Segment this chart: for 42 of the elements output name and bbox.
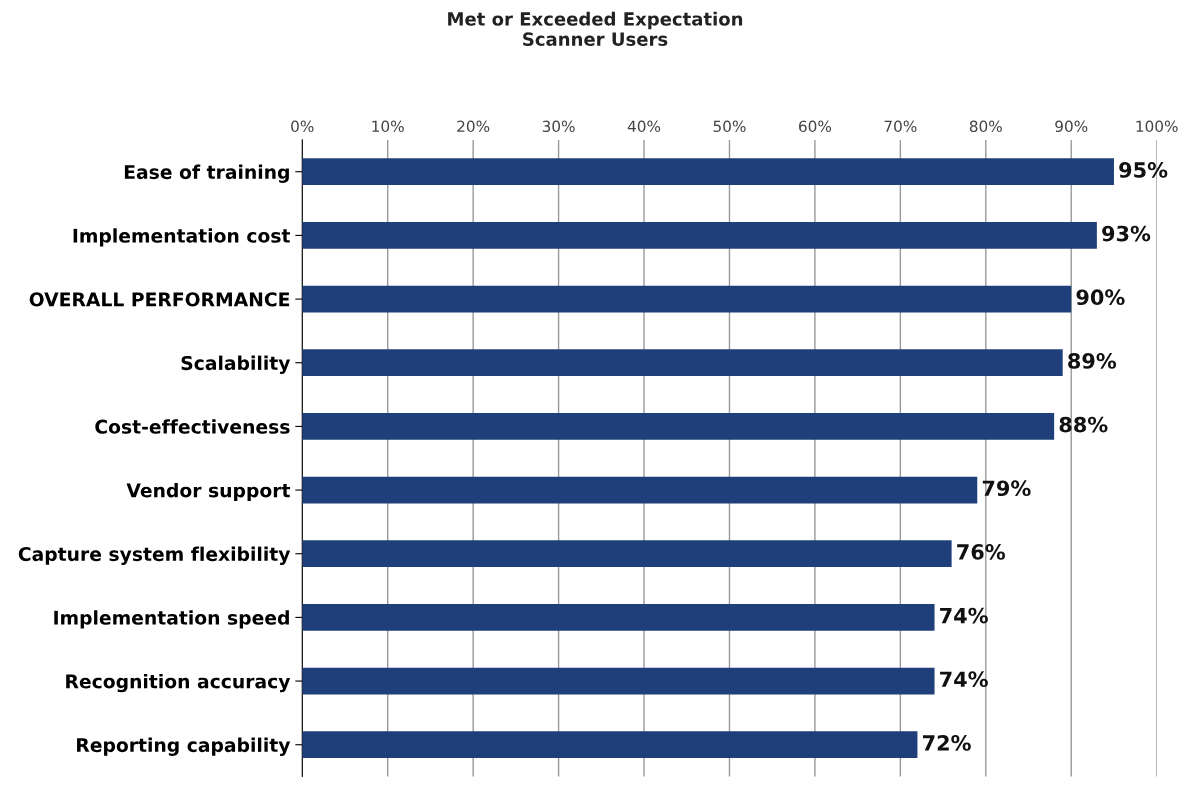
- x-tick-label: 100%: [1136, 120, 1178, 133]
- data-label: 93%: [1102, 225, 1151, 242]
- data-label: 89%: [1068, 353, 1117, 369]
- x-tick-label: 30%: [542, 120, 575, 133]
- y-tick-label: Implementation cost: [73, 228, 291, 247]
- x-tick-label: 10%: [372, 120, 404, 133]
- data-label: 79%: [982, 480, 1031, 497]
- bar: [302, 604, 935, 631]
- bar: [302, 731, 918, 759]
- data-label: 88%: [1059, 416, 1108, 433]
- bar: [302, 285, 1072, 313]
- y-tick-label: Capture system flexibility: [18, 546, 291, 565]
- bar: [302, 540, 952, 568]
- y-tick-label: Recognition accuracy: [66, 673, 291, 693]
- x-tick-label: 50%: [713, 120, 746, 133]
- bar: [302, 222, 1097, 249]
- x-tick-label: 80%: [969, 120, 1002, 133]
- x-tick-label: 0%: [291, 120, 314, 133]
- bar: [302, 158, 1114, 186]
- data-label: 95%: [1119, 162, 1168, 178]
- data-label: 90%: [1076, 289, 1125, 306]
- y-tick-label: Implementation speed: [54, 610, 289, 629]
- y-tick-label: Cost-effectiveness: [95, 419, 290, 434]
- x-tick-label: 20%: [457, 120, 490, 133]
- chart-title: Met or Exceeded Expectation Scanner Users: [448, 11, 743, 46]
- data-label: 76%: [957, 544, 1005, 560]
- y-tick-label: Ease of training: [124, 164, 289, 183]
- x-tick-label: 60%: [799, 120, 832, 133]
- data-label: 74%: [940, 671, 988, 688]
- x-tick-label: 40%: [627, 120, 661, 133]
- y-tick-label: OVERALL PERFORMANCE: [29, 292, 290, 307]
- bar: [302, 667, 935, 695]
- data-label: 74%: [940, 607, 988, 624]
- bar: [302, 413, 1055, 440]
- x-tick-label: 70%: [884, 120, 917, 133]
- bar: [302, 349, 1063, 377]
- data-label: 72%: [923, 735, 971, 751]
- y-tick-label: Scalability: [181, 355, 291, 374]
- y-tick-label: Vendor support: [126, 482, 291, 502]
- bar: [302, 476, 978, 504]
- y-tick-label: Reporting capability: [77, 737, 291, 756]
- x-tick-label: 90%: [1055, 120, 1088, 133]
